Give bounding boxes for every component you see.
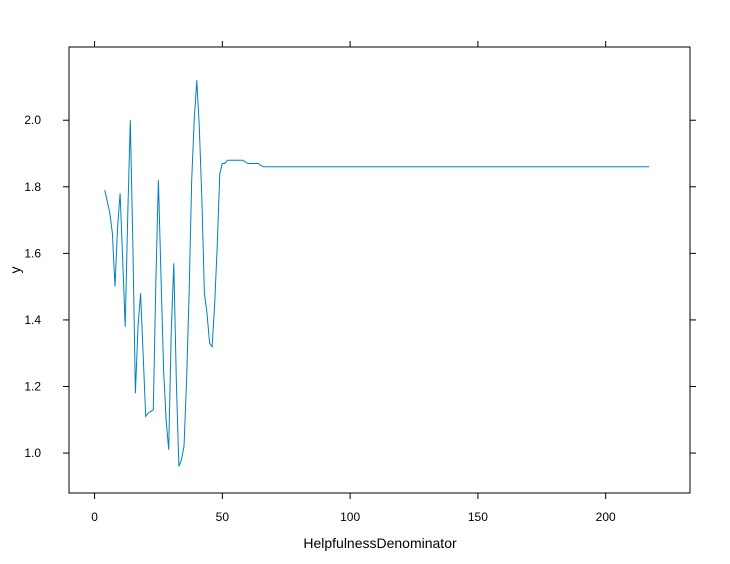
y-tick-label: 1.4 [24, 313, 41, 327]
x-tick-label: 150 [468, 510, 488, 524]
plot-frame [68, 46, 691, 494]
y-tick-label: 2.0 [24, 113, 41, 127]
y-tick-label: 1.0 [24, 446, 41, 460]
x-axis-title: HelpfulnessDenominator [303, 535, 457, 551]
y-tick-label: 1.8 [24, 180, 41, 194]
series-line [104, 80, 650, 467]
x-axis-bottom: 0 50 100 150 200 [91, 493, 616, 524]
y-axis-left: 1.0 1.2 1.4 1.6 1.8 2.0 [24, 113, 69, 460]
y-axis-title: y [7, 267, 23, 274]
x-tick-label: 0 [91, 510, 98, 524]
y-tick-label: 1.6 [24, 246, 41, 260]
x-axis-top [94, 41, 607, 47]
x-tick-label: 100 [340, 510, 360, 524]
x-tick-label: 50 [216, 510, 230, 524]
y-tick-label: 1.2 [24, 379, 41, 393]
x-tick-label: 200 [596, 510, 616, 524]
y-axis-right [690, 119, 696, 454]
